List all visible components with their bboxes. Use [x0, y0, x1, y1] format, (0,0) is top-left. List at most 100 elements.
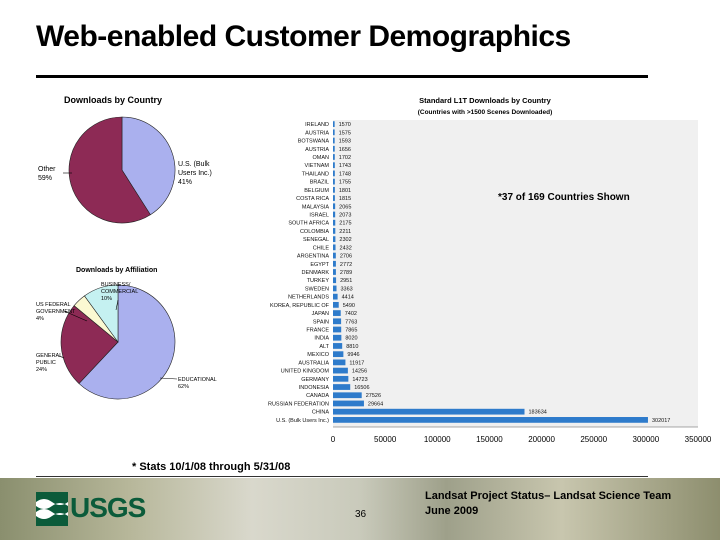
- bar-27: [333, 343, 343, 349]
- footer-date: June 2009: [425, 505, 479, 517]
- bar-category-label-5: VIETNAM: [305, 163, 330, 169]
- bar-category-label-33: CANADA: [306, 393, 329, 399]
- chart-canvas: Downloads by Country U.S. (Bulk Users Inc…: [36, 95, 712, 444]
- bar-category-label-11: ISRAEL: [309, 212, 329, 218]
- bar-15: [333, 244, 336, 251]
- bar-0: [333, 121, 335, 127]
- bar-value-label-12: 2175: [339, 221, 351, 227]
- bar-annotation: *37 of 169 Countries Shown: [498, 192, 630, 203]
- slide-title: Web-enabled Customer Demographics: [36, 20, 571, 53]
- bar-7: [333, 178, 335, 185]
- bar-category-label-31: GERMANY: [301, 377, 329, 383]
- bar-category-label-26: INDIA: [314, 336, 329, 342]
- note-rule: [36, 476, 648, 477]
- bar-value-label-9: 1815: [339, 196, 351, 202]
- bar-value-label-11: 2073: [339, 212, 351, 218]
- bar-18: [333, 269, 336, 275]
- bar-3: [333, 145, 335, 152]
- bar-category-label-18: DENMARK: [301, 270, 329, 276]
- footer-project-status: Landsat Project Status– Landsat Science …: [425, 490, 672, 502]
- bar-8: [333, 186, 335, 193]
- page-number: 36: [355, 509, 367, 520]
- title-rule: [36, 75, 648, 78]
- x-tick-label-7: 350000: [685, 435, 712, 444]
- pie-affiliation-leader-1: [58, 355, 65, 359]
- pie-affiliation-slice-3: [84, 284, 119, 343]
- bar-category-label-8: BELGIUM: [304, 188, 329, 194]
- bar-29: [333, 359, 346, 366]
- pie-affiliation-leader-0: [159, 377, 178, 380]
- x-tick-label-2: 100000: [424, 435, 451, 444]
- x-tick-label-5: 250000: [580, 435, 607, 444]
- bar-value-label-3: 1656: [339, 147, 351, 153]
- bar-value-label-10: 2065: [339, 204, 351, 210]
- pie-affiliation-slice-0: [78, 284, 176, 400]
- bar-14: [333, 236, 336, 243]
- bar-category-label-19: TURKEY: [307, 278, 330, 284]
- bar-value-label-33: 27526: [366, 393, 381, 399]
- bar-category-label-23: JAPAN: [312, 311, 329, 317]
- bar-category-label-25: FRANCE: [306, 328, 329, 334]
- bar-category-label-29: AUSTRALIA: [298, 360, 329, 366]
- bar-value-label-32: 16506: [354, 385, 369, 391]
- plot-area: [333, 120, 698, 427]
- bar-value-label-36: 302017: [652, 418, 670, 424]
- x-tick-label-6: 300000: [633, 435, 660, 444]
- pie-affiliation-label-0: EDUCATIONAL 62%: [178, 377, 217, 390]
- bar-value-label-17: 2772: [340, 262, 352, 268]
- bar-category-label-9: COSTA RICA: [296, 196, 329, 202]
- bar-value-label-19: 2951: [340, 278, 352, 284]
- bar-35: [333, 408, 525, 415]
- pie-affiliation-title: Downloads by Affiliation: [76, 267, 157, 274]
- x-tick-label-4: 200000: [528, 435, 555, 444]
- bar-value-label-4: 1702: [339, 155, 351, 161]
- bar-category-label-15: CHILE: [313, 245, 330, 251]
- bar-value-label-2: 1593: [339, 139, 351, 145]
- pie-country: Downloads by Country U.S. (Bulk Users Inc…: [38, 95, 212, 224]
- bar-value-label-24: 7763: [345, 319, 357, 325]
- bar-32: [333, 384, 351, 390]
- pie-country-title: Downloads by Country: [64, 95, 162, 105]
- bar-25: [333, 326, 342, 333]
- bar-34: [333, 400, 364, 407]
- bar-value-label-20: 3363: [341, 286, 353, 292]
- bar-24: [333, 318, 342, 325]
- pie-country-label-1: Other 59%: [38, 166, 56, 182]
- bar-category-label-22: KOREA, REPUBLIC OF: [270, 303, 330, 309]
- x-tick-label-3: 150000: [476, 435, 503, 444]
- bar-value-label-8: 1801: [339, 188, 351, 194]
- footer-banner: [0, 478, 720, 540]
- bar-category-label-17: EGYPT: [310, 262, 329, 268]
- bar-category-label-30: UNITED KINGDOM: [281, 369, 330, 375]
- bar-value-label-6: 1748: [339, 171, 351, 177]
- bar-category-label-3: AUSTRIA: [305, 147, 329, 153]
- bar-16: [333, 252, 336, 259]
- bar-category-label-24: SPAIN: [313, 319, 329, 325]
- bar-12: [333, 219, 336, 226]
- pie-country-label-0: U.S. (Bulk Users Inc.) 41%: [178, 161, 212, 186]
- pie-affiliation-label-3: BUSINESS/COMMERCIAL 10%: [101, 282, 138, 302]
- bar-6: [333, 170, 335, 177]
- bar-value-label-22: 5490: [343, 303, 355, 309]
- bar-value-label-0: 1570: [339, 122, 351, 128]
- bar-value-label-5: 1743: [339, 163, 351, 169]
- pie-country-slice-1: [68, 116, 151, 224]
- usgs-logo-icon: [36, 492, 68, 526]
- bar-value-label-25: 7865: [345, 328, 357, 334]
- bar-chart: Standard L1T Downloads by Country (Count…: [268, 96, 712, 444]
- bar-value-label-23: 7402: [345, 311, 357, 317]
- bar-30: [333, 367, 348, 374]
- bar-category-label-1: AUSTRIA: [305, 130, 329, 136]
- bar-value-label-14: 2302: [339, 237, 351, 243]
- pie-affiliation-slice-1: [60, 305, 119, 384]
- bar-value-label-26: 8020: [345, 336, 357, 342]
- bar-category-label-36: U.S. (Bulk Users Inc.): [276, 418, 329, 424]
- bar-category-label-0: IRELAND: [305, 122, 329, 128]
- x-tick-label-1: 50000: [374, 435, 397, 444]
- bar-value-label-21: 4414: [342, 295, 354, 301]
- bar-5: [333, 162, 335, 169]
- bar-category-label-7: BRAZIL: [310, 180, 329, 186]
- bar-value-label-31: 14723: [352, 377, 367, 383]
- bar-23: [333, 310, 341, 316]
- bar-value-label-35: 183634: [529, 410, 547, 416]
